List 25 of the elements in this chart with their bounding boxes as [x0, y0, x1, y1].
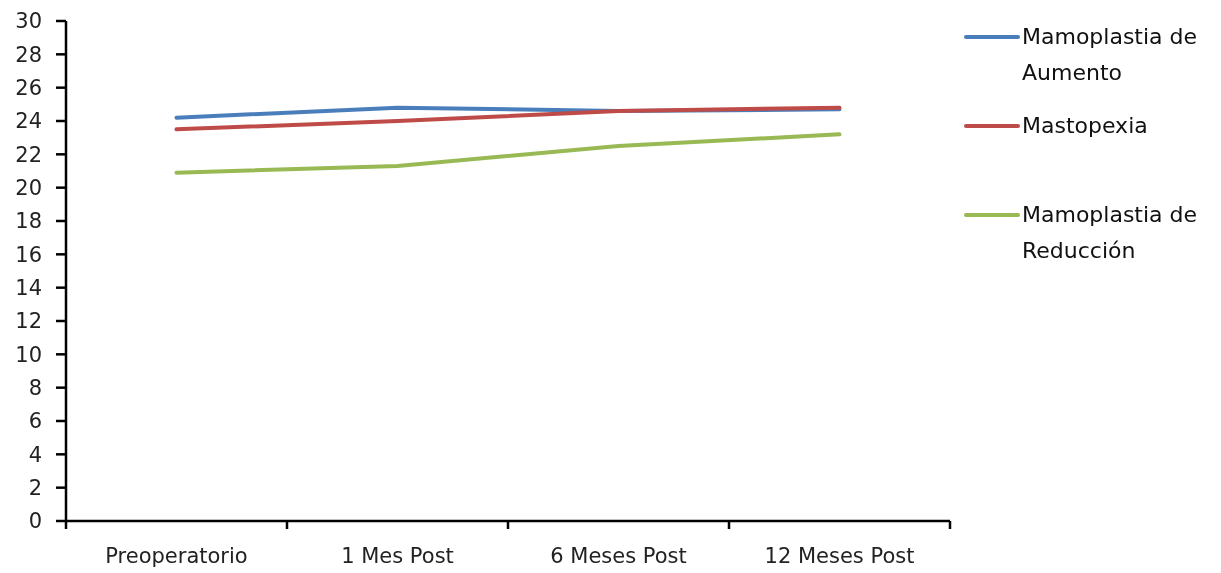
y-tick-label: 0 — [28, 509, 42, 534]
x-tick-label: 12 Meses Post — [764, 544, 915, 568]
y-tick-label: 4 — [28, 442, 42, 467]
y-tick-label: 20 — [15, 176, 42, 201]
y-tick-label: 16 — [15, 242, 42, 267]
x-tick-label: 6 Meses Post — [550, 544, 687, 568]
y-tick-label: 10 — [15, 342, 42, 367]
y-tick-label: 24 — [15, 109, 42, 134]
y-tick-label: 12 — [15, 309, 42, 334]
y-tick-label: 30 — [15, 9, 42, 34]
legend-label: Mastopexia — [1022, 112, 1149, 140]
y-tick-label: 2 — [28, 476, 42, 501]
legend-label: Mamoplastia de Aumento — [1022, 23, 1199, 87]
y-tick-label: 28 — [15, 42, 42, 67]
x-tick-label: 1 Mes Post — [341, 544, 454, 568]
legend-label: Mamoplastia de Reducción — [1022, 201, 1199, 265]
y-tick-label: 6 — [28, 409, 42, 434]
y-tick-label: 26 — [15, 76, 42, 101]
y-tick-label: 8 — [28, 376, 42, 401]
x-tick-label: Preoperatorio — [105, 544, 248, 568]
line-series — [174, 105, 842, 132]
y-tick-label: 22 — [15, 142, 42, 167]
y-tick-label: 14 — [15, 276, 42, 301]
y-tick-label: 18 — [15, 209, 42, 234]
line-series — [174, 132, 842, 175]
